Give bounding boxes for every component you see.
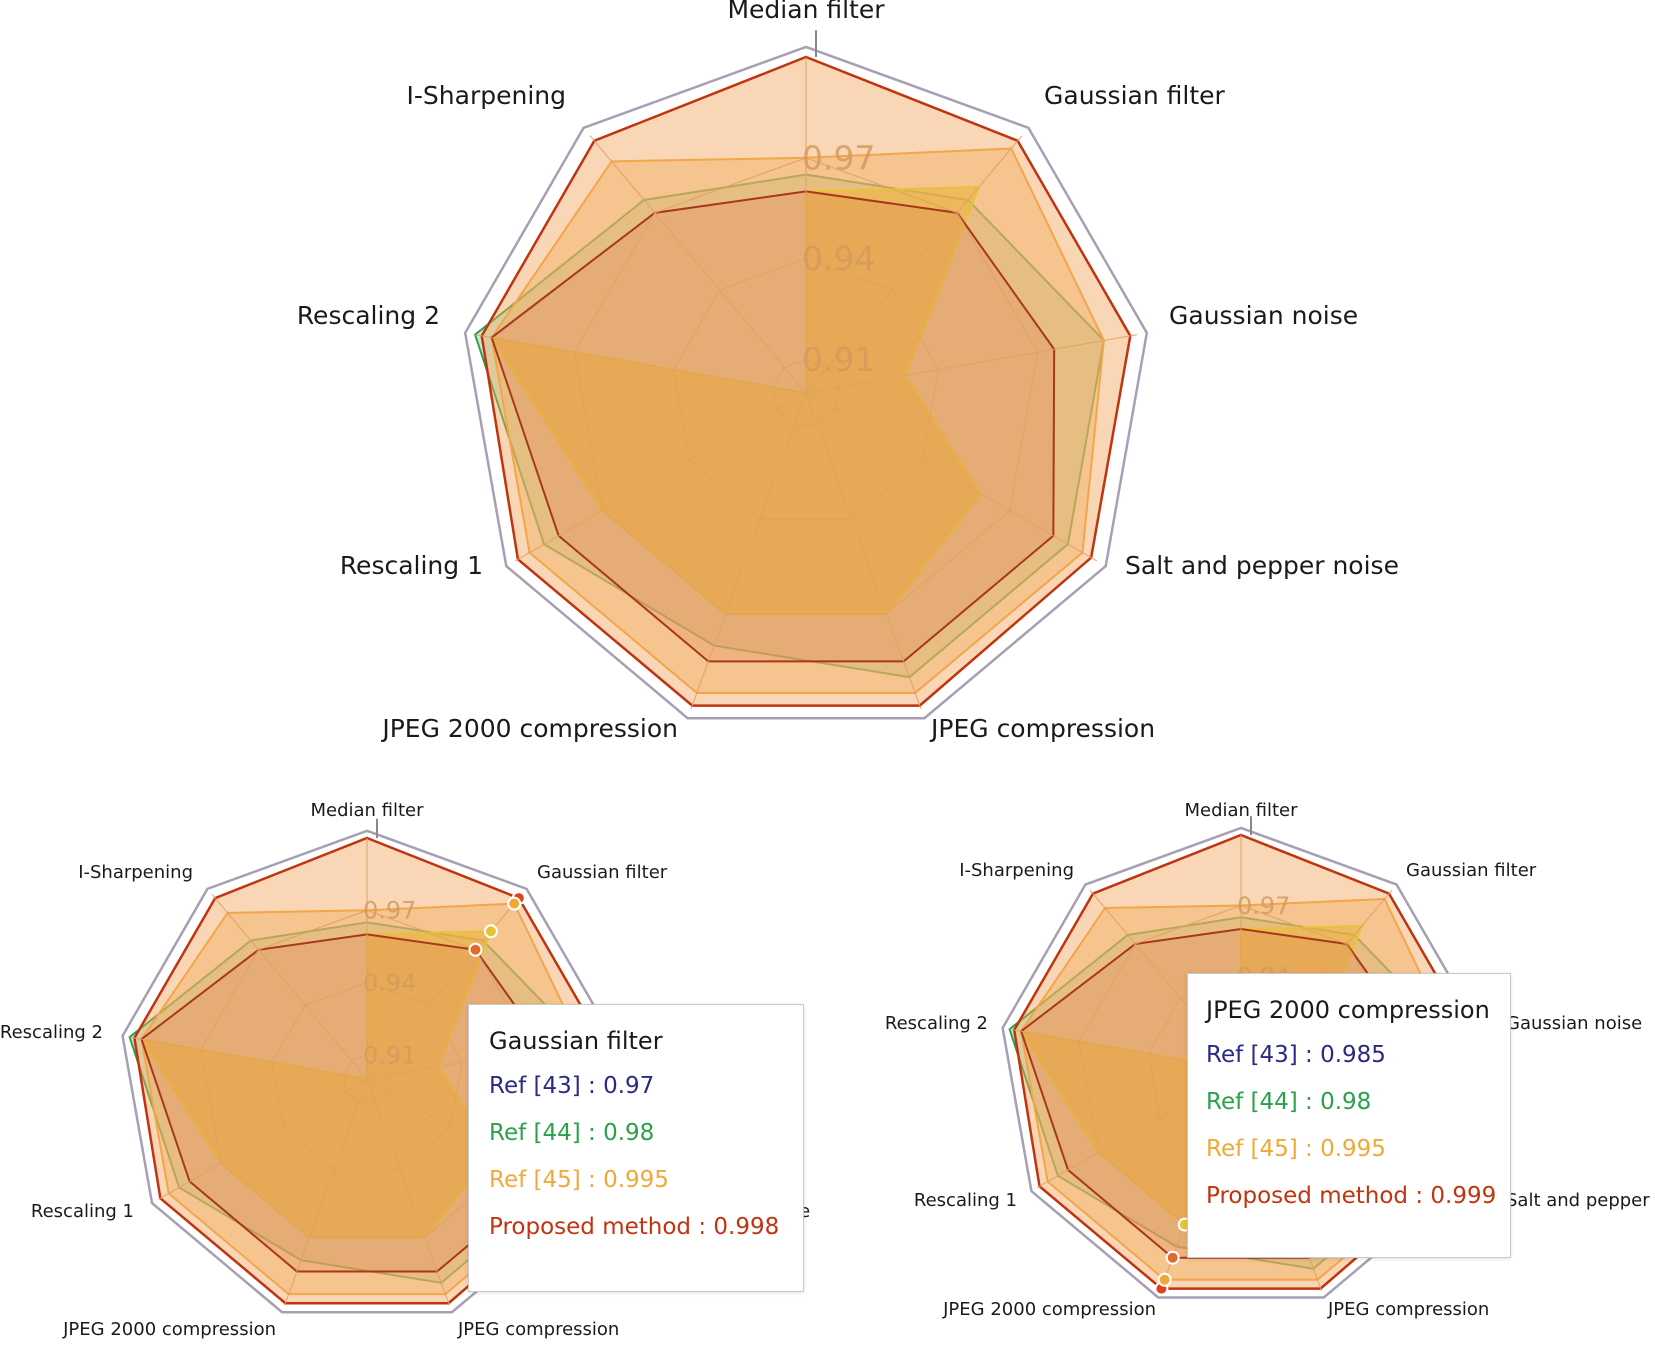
series-point[interactable] — [483, 924, 498, 939]
axis-label: Salt and pepper noise — [1125, 551, 1399, 580]
grid-ring — [573, 157, 1039, 615]
grid-spoke — [805, 392, 1098, 562]
grid-spoke — [514, 392, 807, 562]
axis-label: Rescaling 1 — [914, 1190, 1017, 1211]
grid-spoke — [129, 1036, 368, 1080]
axis-label: JPEG compression — [457, 1319, 619, 1340]
tooltip-proposed: Proposed method : 0.999 — [1206, 1183, 1497, 1209]
grid-spoke — [589, 135, 807, 394]
series-point[interactable] — [507, 896, 522, 911]
grid-spoke — [805, 135, 1023, 394]
series-ref43-area — [140, 933, 547, 1273]
axis-label: JPEG 2000 compression — [942, 1299, 1156, 1320]
tooltip-ref45: Ref [45] : 0.995 — [489, 1167, 669, 1193]
grid-ring — [200, 909, 534, 1239]
axis-label: Rescaling 2 — [297, 301, 440, 330]
series-point[interactable] — [1157, 1272, 1172, 1287]
axis-label: JPEG compression — [1327, 1299, 1489, 1320]
grid-spoke — [805, 392, 922, 709]
grid-ring — [271, 981, 463, 1171]
tooltip-jpeg2000-compression: JPEG 2000 compression Ref [43] : 0.985 R… — [1187, 973, 1511, 1258]
grid-ring — [342, 1054, 392, 1103]
grid-spoke — [805, 334, 1137, 394]
axis-label: Rescaling 1 — [31, 1201, 134, 1222]
axis-label: JPEG 2000 compression — [380, 714, 678, 743]
tick-label: 0.97 — [1237, 892, 1290, 920]
axis-label: Rescaling 2 — [0, 1022, 103, 1043]
grid-ring — [772, 358, 840, 426]
tooltip-gaussian-filter: Gaussian filter Ref [43] : 0.97 Ref [44]… — [468, 1004, 804, 1292]
grid-spoke — [690, 392, 807, 709]
tooltip-ref43: Ref [43] : 0.97 — [489, 1073, 655, 1099]
tooltip-title: Gaussian filter — [489, 1027, 663, 1055]
tooltip-title: JPEG 2000 compression — [1206, 996, 1490, 1024]
axis-label: Salt and pepper noise — [1506, 1190, 1655, 1211]
tooltip-ref43: Ref [43] : 0.985 — [1206, 1042, 1386, 1068]
grid-ring — [673, 257, 939, 520]
grid-spoke — [211, 893, 368, 1080]
series-ref43-area — [490, 190, 1056, 663]
tick-label: 0.94 — [802, 239, 875, 278]
axis-label: Median filter — [1184, 800, 1298, 821]
grid-spoke — [475, 334, 807, 394]
tick-label: 0.97 — [802, 138, 875, 177]
radar-outer-border — [1001, 826, 1481, 1299]
tick-label: 0.91 — [363, 1041, 416, 1069]
tooltip-ref45: Ref [45] : 0.995 — [1206, 1136, 1386, 1162]
series-point[interactable] — [468, 942, 483, 957]
radar-chart-1: 0.91 0.94 0.97 Median filter Gaussian filter… — [297, 0, 1399, 743]
tick-label: 0.97 — [363, 897, 416, 925]
tooltip-ref44: Ref [44] : 0.98 — [489, 1120, 655, 1146]
grid-spoke — [366, 893, 523, 1080]
axis-label: Gaussian filter — [1044, 81, 1226, 110]
axis-label: Rescaling 1 — [340, 551, 483, 580]
axis-label: Median filter — [310, 800, 424, 821]
axis-label: I-Sharpening — [407, 81, 566, 110]
axis-label: Gaussian filter — [537, 862, 668, 883]
axis-label: Gaussian filter — [1406, 860, 1537, 881]
radar-outer-border — [121, 829, 613, 1314]
grid-spoke — [366, 1078, 450, 1306]
axis-label: Median filter — [727, 0, 885, 24]
axis-label: Gaussian noise — [1506, 1013, 1642, 1034]
series-point[interactable] — [1165, 1250, 1180, 1265]
grid-spoke — [284, 1078, 368, 1306]
tick-label: 0.91 — [802, 340, 875, 379]
axis-label: I-Sharpening — [959, 860, 1074, 881]
tooltip-proposed: Proposed method : 0.998 — [489, 1214, 780, 1240]
axis-label: Gaussian noise — [1169, 301, 1358, 330]
tooltip-ref44: Ref [44] : 0.98 — [1206, 1089, 1372, 1115]
axis-label: JPEG 2000 compression — [62, 1319, 276, 1340]
axis-label: Rescaling 2 — [885, 1013, 988, 1034]
axis-label: I-Sharpening — [78, 862, 193, 883]
grid-spoke — [157, 1078, 368, 1201]
axis-label: JPEG compression — [929, 714, 1155, 743]
radar-outer-border — [463, 45, 1149, 720]
tick-label: 0.94 — [363, 969, 416, 997]
